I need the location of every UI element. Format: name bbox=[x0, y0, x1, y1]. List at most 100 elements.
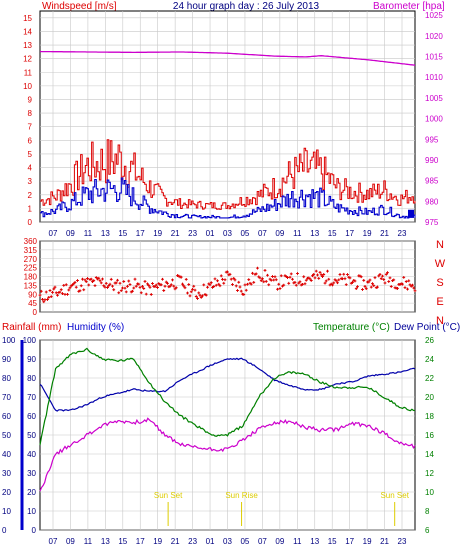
humidity-legend: Humidity (%) bbox=[67, 322, 124, 333]
time-tick-label: 09 bbox=[275, 229, 284, 238]
direction-point bbox=[46, 298, 49, 301]
direction-point bbox=[223, 278, 227, 282]
direction-point bbox=[161, 277, 164, 281]
direction-point bbox=[387, 280, 391, 283]
direction-point bbox=[144, 292, 148, 296]
time-tick-label: 01 bbox=[206, 229, 215, 238]
direction-point bbox=[337, 278, 341, 282]
time-tick-label: 17 bbox=[345, 537, 354, 546]
temperature-legend: Temperature (°C) bbox=[313, 322, 390, 333]
direction-point bbox=[52, 287, 56, 291]
rainfall-tick-label: 70 bbox=[2, 393, 11, 402]
direction-point bbox=[286, 276, 289, 279]
direction-point bbox=[348, 276, 352, 280]
direction-point bbox=[301, 282, 304, 286]
direction-point bbox=[232, 276, 236, 280]
direction-point bbox=[264, 280, 268, 283]
rainfall-tick-label: 30 bbox=[2, 469, 11, 478]
time-tick-label: 21 bbox=[380, 537, 389, 546]
compass-label: E bbox=[436, 296, 443, 308]
direction-point bbox=[76, 279, 79, 282]
direction-point bbox=[166, 281, 169, 285]
rainfall-tick-label: 0 bbox=[2, 526, 7, 535]
direction-tick-label: 45 bbox=[28, 299, 37, 308]
direction-point bbox=[389, 285, 393, 288]
direction-point bbox=[131, 289, 134, 293]
time-tick-label: 23 bbox=[188, 229, 197, 238]
time-tick-label: 17 bbox=[136, 229, 145, 238]
direction-tick-label: 360 bbox=[24, 237, 38, 246]
direction-point bbox=[89, 277, 93, 281]
direction-point bbox=[413, 289, 417, 293]
direction-point bbox=[338, 273, 342, 276]
temperature-tick-label: 14 bbox=[425, 450, 434, 459]
direction-point bbox=[296, 272, 299, 275]
direction-point bbox=[193, 288, 197, 292]
direction-point bbox=[384, 273, 388, 276]
barometer-line bbox=[39, 50, 416, 66]
direction-point bbox=[252, 280, 256, 284]
wind-tick-label: 1 bbox=[28, 204, 33, 213]
time-tick-label: 23 bbox=[188, 537, 197, 546]
direction-point bbox=[149, 293, 153, 296]
humidity-tick-label: 30 bbox=[27, 469, 36, 478]
direction-point bbox=[249, 282, 253, 286]
direction-point bbox=[172, 284, 176, 288]
humidity-tick-label: 40 bbox=[27, 450, 36, 459]
direction-point bbox=[187, 283, 191, 286]
direction-point bbox=[256, 266, 259, 270]
direction-point bbox=[378, 272, 382, 276]
direction-point bbox=[236, 289, 239, 292]
direction-point bbox=[204, 293, 208, 297]
direction-point bbox=[199, 295, 203, 299]
direction-point bbox=[276, 287, 279, 291]
direction-point bbox=[101, 277, 104, 281]
direction-point bbox=[359, 275, 363, 279]
direction-point bbox=[174, 286, 178, 290]
humidity-tick-label: 0 bbox=[32, 526, 37, 535]
time-tick-label: 19 bbox=[363, 229, 372, 238]
direction-point bbox=[66, 292, 69, 296]
direction-point bbox=[209, 281, 213, 285]
temperature-tick-label: 22 bbox=[425, 374, 434, 383]
direction-point bbox=[84, 280, 88, 284]
direction-point bbox=[326, 269, 329, 273]
direction-point bbox=[377, 274, 381, 278]
direction-tick-label: 315 bbox=[24, 246, 38, 255]
direction-point bbox=[74, 285, 78, 289]
direction-point bbox=[182, 284, 186, 288]
rainfall-tick-label: 50 bbox=[2, 431, 11, 440]
direction-point bbox=[192, 284, 196, 288]
direction-point bbox=[322, 273, 326, 276]
direction-tick-label: 90 bbox=[28, 290, 37, 299]
direction-point bbox=[363, 285, 367, 288]
direction-point bbox=[112, 288, 116, 292]
direction-point bbox=[81, 277, 84, 281]
time-tick-label: 21 bbox=[171, 537, 180, 546]
time-tick-label: 23 bbox=[398, 537, 407, 546]
direction-point bbox=[346, 273, 349, 276]
direction-point bbox=[343, 277, 347, 281]
direction-point bbox=[317, 276, 321, 280]
direction-point bbox=[114, 281, 118, 285]
direction-point bbox=[269, 278, 273, 282]
time-tick-label: 07 bbox=[258, 537, 267, 546]
direction-point bbox=[196, 297, 199, 300]
direction-point bbox=[386, 271, 389, 275]
direction-point bbox=[117, 291, 121, 295]
time-tick-label: 09 bbox=[275, 537, 284, 546]
direction-point bbox=[63, 293, 67, 296]
barometer-tick-label: 975 bbox=[425, 218, 439, 227]
direction-point bbox=[406, 287, 409, 291]
time-tick-label: 11 bbox=[293, 229, 302, 238]
direction-point bbox=[208, 283, 212, 287]
direction-point bbox=[382, 278, 386, 281]
direction-point bbox=[373, 276, 377, 280]
direction-point bbox=[133, 277, 137, 281]
time-tick-label: 01 bbox=[206, 537, 215, 546]
barometer-tick-label: 985 bbox=[425, 177, 439, 186]
direction-point bbox=[381, 274, 384, 278]
windspeed-axis-title: Windspeed [m/s] bbox=[42, 1, 117, 12]
barometer-tick-label: 1015 bbox=[425, 53, 443, 62]
